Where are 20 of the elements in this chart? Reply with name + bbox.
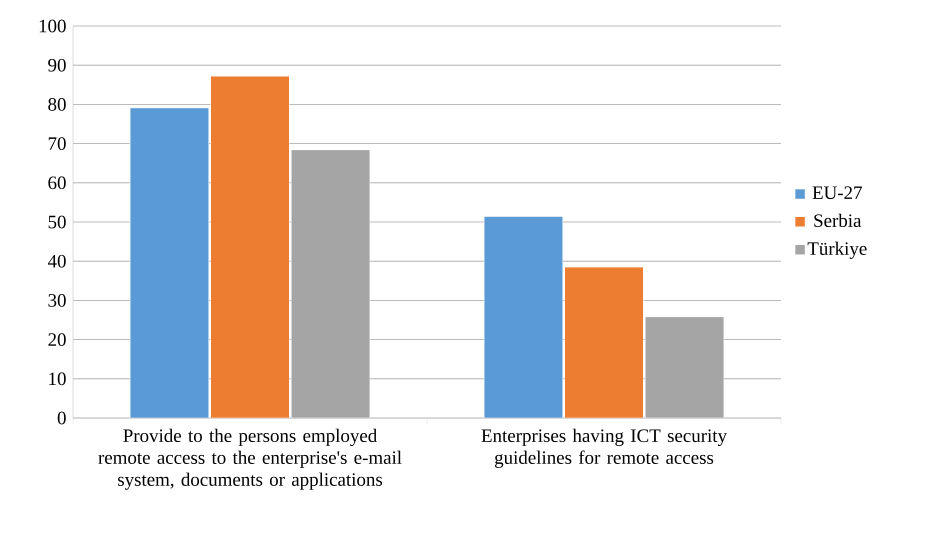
x-tick-label: Enterprises having ICT security guidelines for remote access [482,428,727,468]
y-tick-label: 10 [49,372,66,386]
y-tick-label: 20 [48,333,66,346]
y-tick-label: 80 [48,98,66,111]
y-tick-label: 70 [48,137,66,150]
x-tick-label: Provide to the persons employed remote access to the enterprise's e-mail system, documents or applications [98,428,402,490]
y-tick-label: 30 [48,294,66,307]
legend-label: EU-27 [812,186,862,200]
y-tick-label: 90 [48,58,66,72]
bar [484,216,563,418]
legend-label: Türkiye [808,242,867,259]
y-tick-label: 100 [40,20,66,32]
bar [130,108,209,418]
legend-label: Serbia [814,214,862,228]
bar [210,76,290,418]
bar [564,266,644,418]
y-tick-label: 60 [48,176,66,190]
y-tick-label: 40 [48,254,66,268]
y-tick-label: 50 [48,216,66,228]
y-tick-label: 0 [58,412,66,424]
